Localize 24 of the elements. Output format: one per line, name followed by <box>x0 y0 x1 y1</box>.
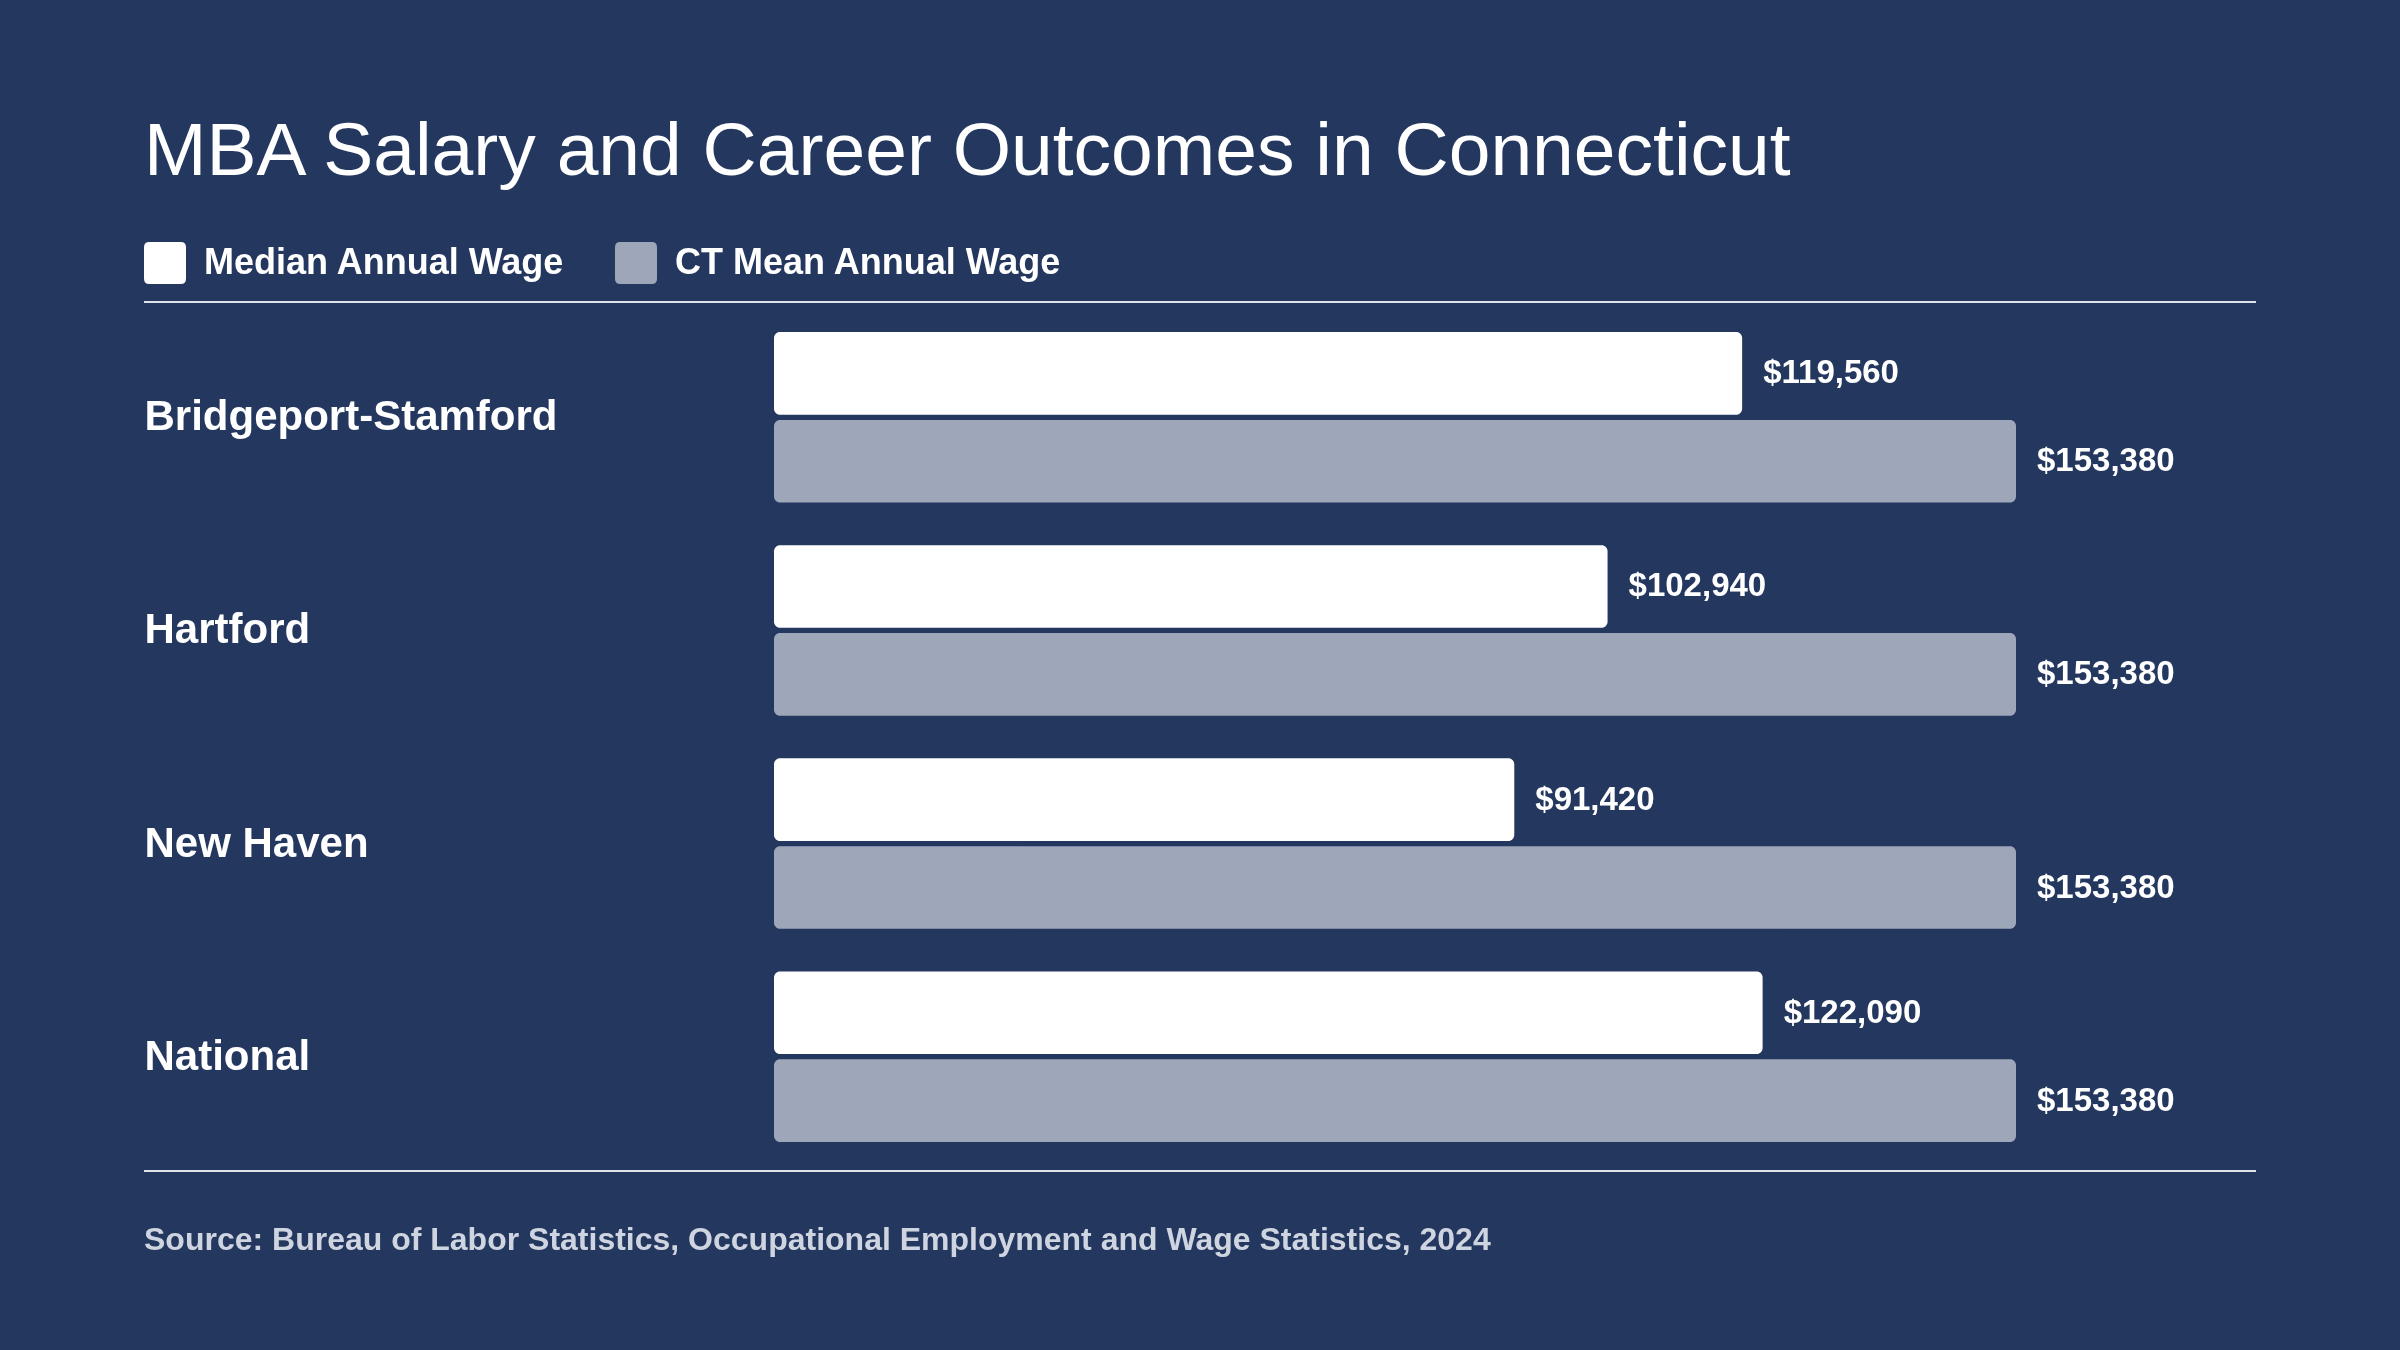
bar <box>774 846 2016 929</box>
bar <box>774 758 1515 841</box>
y-tick-label: Bridgeport-Stamford <box>144 392 558 440</box>
data-label: $119,560 <box>1763 353 1899 391</box>
chart-title: MBA Salary and Career Outcomes in Connecticut <box>144 107 1791 191</box>
source-note: Source: Bureau of Labor Statistics, Occupational Employment and Wage Statistics, 2024 <box>144 1221 1491 1257</box>
legend-label: Median Annual Wage <box>204 241 564 282</box>
data-label: $91,420 <box>1535 779 1655 817</box>
bar <box>774 633 2016 716</box>
bar <box>774 545 1608 628</box>
data-label: $122,090 <box>1783 992 1922 1030</box>
data-label: $153,380 <box>2037 867 2175 905</box>
y-tick-label: National <box>144 1031 311 1079</box>
legend-label: CT Mean Annual Wage <box>675 241 1061 282</box>
y-tick-label: Hartford <box>144 605 311 653</box>
bar <box>774 1059 2016 1142</box>
data-label: $153,380 <box>2037 654 2175 692</box>
y-tick-label: New Haven <box>144 818 369 866</box>
data-label: $102,940 <box>1628 566 1767 604</box>
data-label: $153,380 <box>2037 1080 2175 1118</box>
bar <box>774 332 1743 415</box>
data-label: $153,380 <box>2037 441 2175 479</box>
bar <box>774 419 2016 503</box>
bar <box>774 971 1763 1055</box>
